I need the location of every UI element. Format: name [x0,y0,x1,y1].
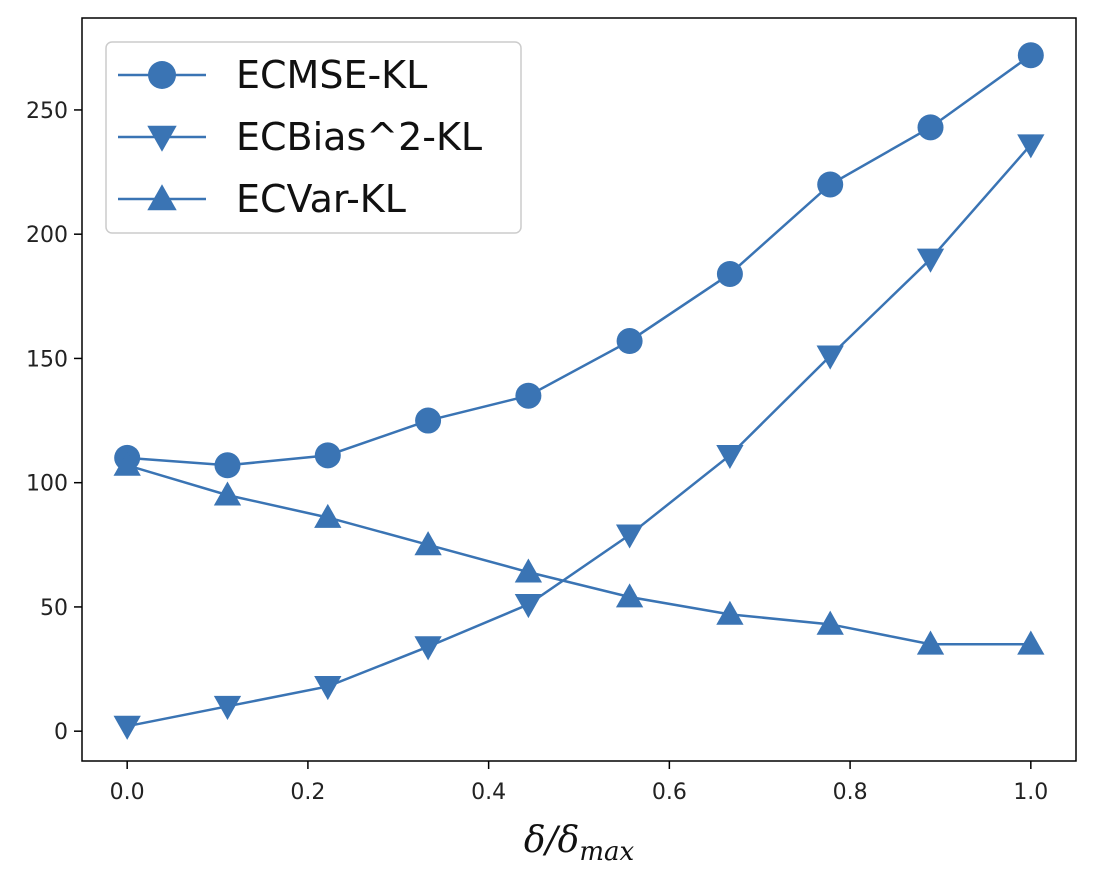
data-point [514,558,543,583]
data-point [214,452,241,479]
data-point [1017,42,1044,69]
x-axis-label-main: δ/δ [524,820,579,861]
plot-frame [81,17,1077,762]
data-point [816,345,844,370]
data-point [113,451,141,476]
data-point [615,524,644,549]
x-tick-label: 0.6 [652,780,687,805]
data-point [917,114,944,141]
legend-label: ECVar-KL [236,177,406,221]
data-point [414,531,442,556]
legend-marker [148,61,176,89]
y-tick-label: 250 [26,99,68,124]
data-point [113,715,141,740]
x-tick-label: 0.4 [471,780,506,805]
series-line [126,464,1031,646]
legend-box [105,41,522,234]
data-point [213,695,242,720]
data-point [616,328,643,355]
x-axis: 0.0 0.2 0.4 0.6 0.8 1.0 [110,761,1048,805]
data-point [514,594,543,619]
data-point [1017,630,1045,655]
data-point [414,636,442,661]
legend: ECMSE-KL ECBias^2-KL ECVar-KL [105,41,522,234]
data-point [916,248,945,273]
y-tick-label: 150 [26,347,68,372]
legend-label: ECMSE-KL [236,53,427,97]
data-point [515,382,542,409]
legend-marker [147,125,177,152]
x-axis-label-subscript: max [579,837,634,867]
y-tick-label: 50 [40,596,68,621]
data-point [716,260,743,287]
series-ECVar-KL [113,451,1045,655]
data-point [816,610,844,635]
x-tick-label: 1.0 [1013,780,1048,805]
series-ECMSE-KL [114,42,1044,479]
y-tick-label: 0 [54,720,68,745]
x-tick-label: 0.8 [833,780,868,805]
x-axis-label: δ/δmax [524,820,635,867]
series-line [126,143,1032,728]
data-point [716,444,744,470]
x-tick-label: 0.2 [290,780,325,805]
legend-label: ECBias^2-KL [236,115,482,159]
data-point [213,481,242,506]
plot-area [81,17,1077,762]
y-tick-label: 200 [26,223,68,248]
data-point [1017,134,1045,159]
x-tick-label: 0.0 [110,780,145,805]
y-tick-label: 100 [26,472,68,497]
y-axis: 0 50 100 150 200 250 [26,99,82,745]
series-layer [113,42,1045,740]
series-ECBias^2-KL [113,134,1045,740]
legend-marker [147,184,177,211]
data-point [916,630,945,655]
data-point [314,503,342,528]
series-line [127,54,1032,467]
data-point [817,171,844,198]
data-point [314,676,342,701]
data-point [415,407,442,434]
data-point [716,600,744,625]
data-point [314,442,341,469]
data-point [615,583,644,608]
